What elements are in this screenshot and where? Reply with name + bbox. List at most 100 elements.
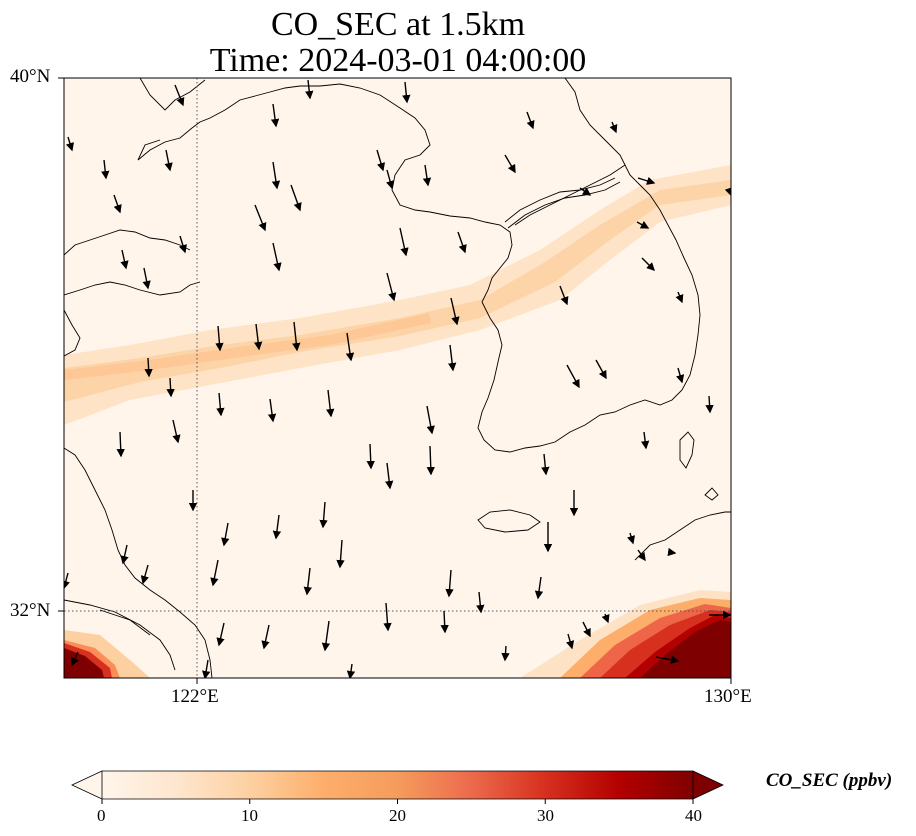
wind-arrow (641, 257, 655, 271)
wind-arrow (675, 291, 684, 304)
colorbar-tick-40: 40 (685, 806, 702, 825)
wind-arrow (116, 431, 125, 458)
colorbar-tick-30: 30 (537, 806, 554, 825)
wind-arrow (640, 431, 650, 450)
colorbar-tick-10: 10 (241, 806, 258, 825)
wind-arrow (272, 514, 282, 540)
wind-arrow (626, 532, 636, 545)
wind-arrow (221, 522, 230, 547)
wind-arrow (655, 655, 680, 664)
colorbar-tick-0: 0 (97, 806, 106, 825)
wind-arrow (636, 220, 650, 229)
wind-arrow (210, 559, 219, 587)
wind-arrow (65, 136, 74, 152)
wind-arrow (270, 103, 280, 128)
wind-arrow (541, 453, 550, 476)
wind-arrow (64, 572, 70, 590)
wind-arrow (71, 651, 79, 667)
wind-arrow (215, 325, 224, 352)
wind-arrow (120, 249, 129, 270)
wind-arrow (504, 154, 516, 174)
wind-arrow (261, 624, 270, 650)
wind-arrow (166, 377, 175, 398)
colorbar-tick-20: 20 (389, 806, 406, 825)
wind-arrow (202, 659, 211, 678)
chart-title-line2: Time: 2024-03-01 04:00:00 (209, 42, 587, 79)
colorbar-title: CO_SEC (ppbv) (766, 770, 893, 791)
wind-arrow (271, 161, 281, 190)
hotspot-se-core (640, 620, 731, 678)
wind-arrow (582, 621, 591, 638)
map-frame (63, 77, 732, 679)
colorbar-extend-min (71, 770, 103, 800)
hotspot-sw-core (64, 648, 104, 678)
wind-arrow (566, 633, 575, 650)
wind-arrow (601, 613, 610, 624)
plume-band-core (64, 180, 731, 402)
wind-arrow (292, 321, 301, 352)
wind-arrow (440, 610, 449, 634)
wind-arrow (305, 79, 314, 100)
wind-arrow (386, 169, 395, 190)
wind-arrow (457, 231, 467, 254)
wind-arrow (290, 184, 302, 212)
wind-arrow (319, 501, 328, 529)
wind-arrow (402, 81, 411, 104)
wind-arrow (426, 445, 435, 476)
wind-arrow (384, 462, 394, 490)
wind-arrow (113, 194, 122, 214)
lon-tick-122e: 122°E (171, 686, 219, 707)
lat-tick-32n: 32°N (10, 600, 51, 621)
wind-arrow (345, 332, 355, 362)
wind-arrow (450, 297, 460, 326)
wind-arrow (178, 235, 187, 254)
wind-arrow (216, 622, 225, 647)
wind-arrow (140, 564, 149, 585)
coastlines (64, 78, 731, 678)
wind-arrow (609, 121, 618, 134)
wind-arrow (346, 663, 356, 678)
wind-arrow (445, 569, 454, 598)
wind-arrow (476, 591, 485, 614)
wind-arrow (101, 159, 110, 180)
wind-arrow (705, 395, 714, 414)
wind-arrow (272, 242, 282, 272)
wind-arrow (526, 111, 535, 130)
wind-arrow (667, 547, 677, 557)
wind-arrow (426, 405, 435, 435)
wind-arrow (676, 367, 685, 384)
wind-arrow (216, 392, 225, 417)
wind-arrow (534, 576, 544, 600)
wind-arrow (366, 443, 375, 470)
colorbar-gradient (102, 771, 693, 799)
wind-arrow (637, 549, 646, 562)
wind-arrow (637, 176, 656, 185)
wind-arrow (559, 285, 569, 306)
wind-arrow (399, 227, 409, 257)
wind-arrow (501, 645, 510, 662)
lat-tick-40n: 40°N (10, 66, 51, 87)
wind-arrow (172, 419, 181, 444)
wind-arrow (267, 398, 277, 423)
wind-arrow (164, 149, 173, 172)
wind-arrow (595, 359, 607, 380)
wind-arrow (174, 84, 185, 107)
wind-arrow (144, 357, 153, 378)
wind-arrow (376, 149, 386, 172)
wind-arrow (447, 344, 457, 372)
wind-arrow (254, 204, 267, 232)
wind-vectors (64, 79, 731, 678)
wind-arrow (303, 567, 312, 596)
concentration-field (64, 78, 731, 678)
wind-arrow (383, 602, 392, 632)
lon-tick-130e: 130°E (704, 686, 752, 707)
chart-title-line1: CO_SEC at 1.5km (270, 6, 526, 43)
colorbar (71, 770, 724, 804)
wind-arrow (321, 620, 331, 652)
wind-arrow (386, 272, 397, 302)
wind-arrow (336, 539, 345, 569)
wind-arrow (422, 164, 432, 187)
wind-arrow (579, 187, 592, 196)
wind-arrow (142, 267, 151, 290)
